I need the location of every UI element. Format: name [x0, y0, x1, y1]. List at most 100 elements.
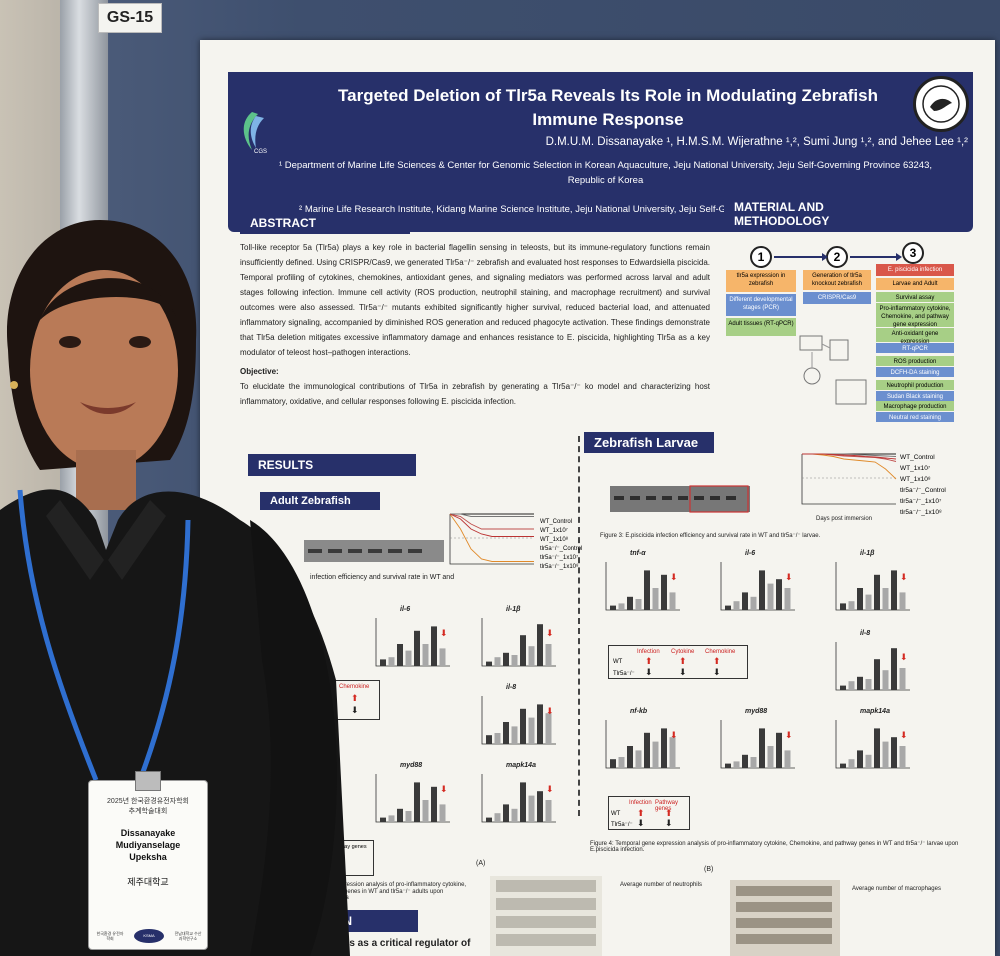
legend-entry: tlr5a⁻/⁻_1x10⁷ [540, 555, 579, 561]
zebrafish-larvae-heading: Zebrafish Larvae [584, 432, 714, 453]
flow-arrow-icon [774, 253, 902, 261]
adult-survival-legend: WT_Control WT_1x10⁷ WT_1x10⁸ tlr5a⁻/⁻_Co… [540, 518, 582, 572]
badge-name: Dissanayake Mudiyanselage Upeksha [89, 827, 207, 863]
chart-axis [481, 774, 556, 823]
gene-bar [627, 746, 633, 768]
legend-entry: WT_1x10⁸ [540, 537, 569, 543]
gene-bar [494, 657, 501, 666]
gene-bar [733, 601, 740, 610]
gene-bar [840, 763, 846, 768]
gene-bar [528, 646, 535, 666]
section-divider [578, 436, 580, 816]
society-seal-icon [913, 76, 969, 132]
gene-bar [635, 599, 642, 610]
badge-name-line1: Dissanayake [120, 828, 176, 838]
adult-figure-caption: infection efficiency and survival rate i… [310, 574, 455, 581]
chart-axis [835, 720, 910, 769]
gene-bar [750, 757, 757, 768]
survival-curve [450, 513, 534, 517]
gene-bar-chart: ⬇ [605, 562, 680, 611]
flow-box-infection: E. piscicida infection [876, 264, 954, 276]
summary-row-wt: WT [613, 659, 623, 665]
gene-bar [380, 659, 386, 666]
affiliation-2: ² Marine Life Research Institute, Kidang… [299, 204, 912, 215]
legend-entry: tlr5a⁻/⁻_Control [540, 546, 583, 552]
gene-bar [865, 594, 872, 610]
methods-heading: MATERIAL AND METHODOLOGY [724, 196, 932, 232]
gene-bar [661, 574, 667, 610]
gene-bar [503, 804, 509, 822]
gene-bar [767, 746, 774, 768]
university-logo-icon: CGS [243, 112, 267, 154]
gene-chart-title: mapk14a [506, 762, 536, 769]
larvae-summary-table: Infection Cytokine Chemokine WT Tlr5a⁻/⁻… [608, 645, 748, 679]
gene-bar [899, 668, 906, 690]
macrophage-staining-images [730, 880, 840, 956]
down-arrow-icon: ⬇ [440, 628, 448, 638]
gene-bar [414, 782, 420, 822]
gene-bar [874, 574, 880, 610]
chart-axis [835, 562, 910, 611]
gene-bar [857, 588, 863, 610]
flow-box-knockout: Generation of tlr5a knockout zebrafish [803, 270, 871, 290]
summary-col-cytokine: Cytokine [671, 649, 695, 655]
gene-bar [669, 592, 676, 610]
gene-bar [759, 570, 765, 610]
gene-bar [520, 708, 526, 744]
badge-clip [135, 771, 161, 791]
gene-bar [431, 786, 437, 822]
neutrophil-staining-images [490, 876, 602, 956]
research-poster: CGS Targeted Deletion of Tlr5a Reveals I… [200, 40, 995, 956]
gene-bar [848, 681, 855, 690]
gene-chart-title: myd88 [745, 708, 768, 715]
down-arrow-icon: ⬇ [637, 818, 645, 828]
flow-box-gene-expression: Pro-inflammatory cytokine, Chemokine, an… [876, 303, 954, 328]
flow-box-survival: Survival assay [876, 292, 954, 302]
up-arrow-icon: ⬆ [679, 656, 687, 666]
gene-bar [545, 644, 552, 666]
chart-axis [481, 696, 556, 745]
pathway-row-wt: WT [611, 811, 621, 817]
gene-bar [644, 732, 650, 768]
gene-bar [528, 717, 535, 744]
flow-box-tissues: Adult tissues (RT-qPCR) [726, 318, 796, 336]
up-arrow-icon: ⬆ [645, 656, 653, 666]
up-arrow-icon: ⬆ [637, 808, 645, 818]
gene-chart-title: il-8 [860, 630, 871, 637]
badge-university: 제주대학교 [127, 877, 169, 887]
chart-axis [375, 618, 450, 667]
survival-curve [802, 453, 897, 460]
gene-bar [537, 624, 543, 666]
chart-axis [720, 720, 795, 769]
gene-bar [610, 605, 616, 610]
gene-bar [891, 737, 897, 768]
flow-box-larvae-adult: Larvae and Adult [876, 278, 954, 290]
gene-bar [618, 757, 625, 768]
gene-bar-chart: ⬇ [375, 618, 450, 667]
larvae-figure-caption: Figure 3: E.piscicida infection efficien… [600, 533, 821, 539]
affiliation-1: ¹ Department of Marine Life Sciences & C… [238, 158, 973, 188]
flow-box-antioxidant: Anti-oxidant gene expression [876, 328, 954, 345]
gene-chart-title: il-1β [506, 606, 521, 613]
down-arrow-icon: ⬇ [670, 572, 678, 582]
down-arrow-icon: ⬇ [351, 705, 359, 715]
legend-entry: WT_Control [540, 519, 573, 525]
adult-survival-chart [444, 512, 534, 577]
gene-chart-title: il-6 [400, 606, 411, 613]
gene-bar [486, 661, 492, 666]
down-arrow-icon: ⬇ [785, 572, 793, 582]
survival-axis [449, 514, 534, 565]
gene-bar [669, 737, 676, 768]
gene-bar [610, 759, 616, 768]
gene-bar [865, 754, 872, 768]
lab-diagram-icon [799, 335, 867, 405]
legend-entry: tlr5a⁻/⁻_1x10⁸ [540, 564, 579, 570]
gene-bar [635, 750, 642, 768]
gene-bar [899, 746, 906, 768]
legend-entry: tlr5a⁻/⁻_1x10⁸ [900, 509, 942, 516]
gene-bar-chart: ⬇ [720, 720, 795, 769]
chart-axis [481, 618, 556, 667]
neutrophil-chart-title: Average number of neutrophils [620, 882, 702, 888]
flow-box-macrophage: Macrophage production [876, 401, 954, 411]
gene-bar [776, 579, 782, 610]
